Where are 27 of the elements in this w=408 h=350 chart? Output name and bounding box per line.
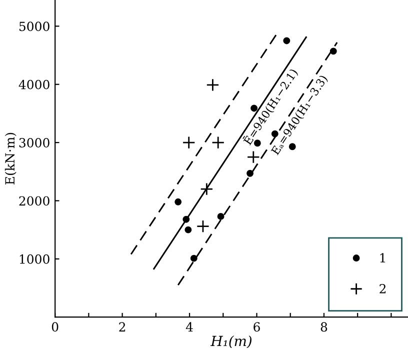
y-tick-label: 1000 — [20, 254, 50, 264]
x-tick-label: 8 — [320, 322, 328, 332]
y-tick-label: 2000 — [19, 196, 50, 206]
y-tick-label: 3000 — [19, 138, 50, 148]
legend-label: 2 — [380, 284, 386, 294]
point — [246, 170, 254, 177]
y-axis-title: E(kN·m) — [4, 132, 16, 184]
x-axis-title: H₁(m) — [210, 335, 252, 348]
x-tick-label: 6 — [254, 322, 260, 332]
point — [206, 78, 220, 92]
point — [190, 254, 198, 262]
point — [330, 48, 337, 55]
y-tick-label: 4000 — [18, 80, 50, 90]
point — [184, 226, 192, 234]
point — [174, 198, 182, 206]
point — [283, 37, 290, 44]
x-tick-label: 4 — [186, 322, 193, 332]
point — [246, 150, 260, 164]
point — [182, 136, 196, 150]
x-tick-label: 0 — [52, 322, 58, 332]
point — [212, 136, 225, 150]
point — [217, 212, 224, 220]
point — [200, 182, 214, 196]
x-tick-label: 2 — [119, 322, 126, 332]
point — [196, 220, 210, 233]
legend-label: 1 — [380, 253, 385, 262]
y-tick-label: 5000 — [19, 22, 50, 32]
